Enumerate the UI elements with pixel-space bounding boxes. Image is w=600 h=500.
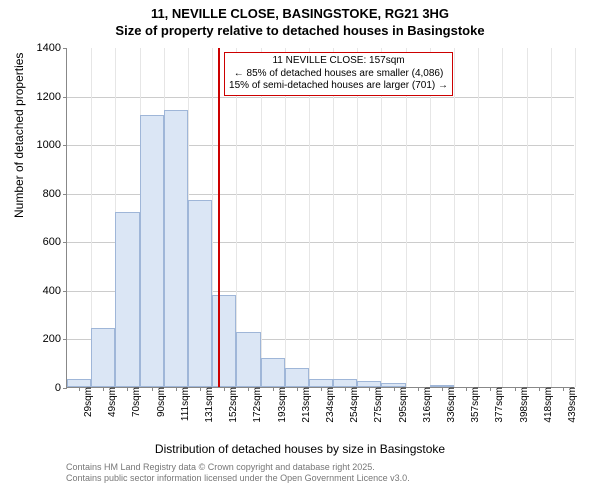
xtick-label: 152sqm	[224, 387, 239, 423]
gridline-v	[333, 48, 334, 387]
chart-title-block: 11, NEVILLE CLOSE, BASINGSTOKE, RG21 3HG…	[0, 0, 600, 38]
histogram-bar	[430, 385, 454, 387]
histogram-bar	[309, 379, 333, 388]
xtick-label: 213sqm	[297, 387, 312, 423]
title-address: 11, NEVILLE CLOSE, BASINGSTOKE, RG21 3HG	[0, 6, 600, 21]
xtick-label: 90sqm	[152, 387, 167, 417]
reference-line	[218, 48, 220, 387]
plot-region: 020040060080010001200140029sqm49sqm70sqm…	[66, 48, 574, 388]
annotation-line3: 15% of semi-detached houses are larger (…	[229, 80, 448, 93]
xtick-label: 254sqm	[345, 387, 360, 423]
histogram-bar	[140, 115, 164, 387]
xtick-label: 439sqm	[563, 387, 578, 423]
gridline-v	[502, 48, 503, 387]
ytick-label: 800	[43, 188, 67, 200]
gridline-v	[261, 48, 262, 387]
chart-area: 020040060080010001200140029sqm49sqm70sqm…	[66, 48, 574, 388]
xtick-label: 234sqm	[321, 387, 336, 423]
ytick-label: 400	[43, 285, 67, 297]
xtick-label: 295sqm	[394, 387, 409, 423]
xtick-label: 418sqm	[539, 387, 554, 423]
gridline-v	[478, 48, 479, 387]
xtick-label: 316sqm	[418, 387, 433, 423]
histogram-bar	[188, 200, 212, 387]
xtick-label: 49sqm	[103, 387, 118, 417]
xtick-label: 336sqm	[442, 387, 457, 423]
xtick-label: 357sqm	[466, 387, 481, 423]
ytick-label: 1000	[37, 139, 67, 151]
gridline-v	[454, 48, 455, 387]
xtick-label: 377sqm	[490, 387, 505, 423]
xtick-label: 111sqm	[176, 387, 191, 421]
histogram-bar	[236, 332, 260, 387]
histogram-bar	[212, 295, 236, 387]
histogram-bar	[115, 212, 139, 387]
histogram-bar	[164, 110, 188, 387]
annotation-line1: 11 NEVILLE CLOSE: 157sqm	[229, 55, 448, 68]
title-subtitle: Size of property relative to detached ho…	[0, 23, 600, 38]
y-axis-label: Number of detached properties	[12, 53, 26, 218]
histogram-bar	[381, 383, 405, 387]
xtick-label: 275sqm	[369, 387, 384, 423]
xtick-label: 172sqm	[248, 387, 263, 423]
gridline-v	[551, 48, 552, 387]
attribution-footer: Contains HM Land Registry data © Crown c…	[66, 462, 410, 485]
gridline-v	[309, 48, 310, 387]
histogram-bar	[67, 379, 91, 388]
footer-line2: Contains public sector information licen…	[66, 473, 410, 484]
footer-line1: Contains HM Land Registry data © Crown c…	[66, 462, 410, 473]
gridline-v	[430, 48, 431, 387]
ytick-label: 1200	[37, 91, 67, 103]
gridline-v	[575, 48, 576, 387]
annotation-line2: ← 85% of detached houses are smaller (4,…	[229, 68, 448, 81]
x-axis-label: Distribution of detached houses by size …	[0, 442, 600, 456]
histogram-bar	[91, 328, 115, 388]
histogram-bar	[285, 368, 309, 387]
histogram-bar	[333, 379, 357, 388]
xtick-label: 131sqm	[200, 387, 215, 423]
ytick-label: 600	[43, 236, 67, 248]
histogram-bar	[261, 358, 285, 387]
xtick-label: 29sqm	[79, 387, 94, 417]
ytick-label: 1400	[37, 42, 67, 54]
ytick-label: 200	[43, 333, 67, 345]
annotation-box: 11 NEVILLE CLOSE: 157sqm← 85% of detache…	[224, 52, 453, 96]
histogram-bar	[357, 381, 381, 387]
xtick-label: 193sqm	[273, 387, 288, 423]
gridline-v	[285, 48, 286, 387]
gridline-v	[381, 48, 382, 387]
gridline-v	[357, 48, 358, 387]
ytick-label: 0	[55, 382, 67, 394]
xtick-label: 398sqm	[515, 387, 530, 423]
gridline-v	[527, 48, 528, 387]
gridline-h	[67, 97, 574, 98]
gridline-v	[406, 48, 407, 387]
xtick-label: 70sqm	[127, 387, 142, 417]
